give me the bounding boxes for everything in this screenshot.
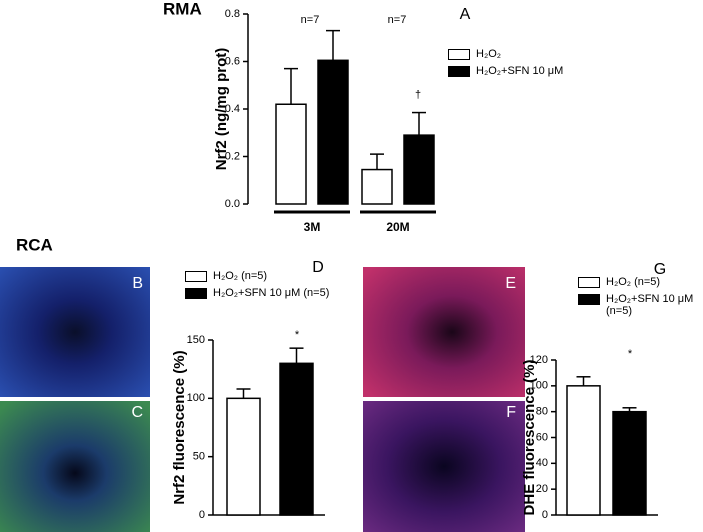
bar: [612, 410, 647, 516]
micrograph: [363, 401, 525, 532]
section-label: RCA: [16, 235, 53, 254]
legend-item: H₂O₂: [448, 48, 648, 60]
x-tick-label: 20M: [386, 220, 409, 234]
bar: [361, 168, 393, 205]
micrograph: [0, 267, 150, 397]
legend-item: H₂O₂ (n=5): [578, 276, 696, 288]
section-label: RMA: [163, 0, 202, 18]
y-tick-label: 100: [187, 392, 205, 404]
bar: [226, 397, 261, 516]
annotation: n=7: [301, 14, 320, 26]
y-tick-label: 0.0: [225, 198, 240, 210]
y-axis-label: Nrf2 fluorescence (%): [171, 350, 188, 504]
y-tick-label: 100: [530, 380, 548, 392]
legend-item: H₂O₂+SFN 10 μM: [448, 65, 648, 77]
legend-item: H₂O₂+SFN 10 μM (n=5): [578, 293, 696, 317]
legend-label: H₂O₂ (n=5): [213, 270, 268, 282]
legend-swatch: [448, 49, 470, 60]
y-tick-label: 0.8: [225, 8, 240, 20]
annotation: *: [628, 348, 633, 360]
legend-swatch: [185, 271, 207, 282]
panel-label: A: [460, 6, 471, 23]
y-axis-label: DHE fluorescence (%): [521, 360, 538, 516]
y-tick-label: 120: [530, 354, 548, 366]
panel-label: G: [654, 261, 666, 278]
legend-swatch: [578, 277, 600, 288]
annotation: n=7: [388, 14, 407, 26]
y-tick-label: 150: [187, 334, 205, 346]
y-tick-label: 0: [199, 509, 205, 521]
legend-swatch: [185, 288, 207, 299]
y-tick-label: 50: [193, 451, 205, 463]
legend: H₂O₂ (n=5) H₂O₂+SFN 10 μM (n=5): [185, 270, 385, 299]
panel-label: B: [132, 275, 143, 292]
y-tick-label: 0.6: [225, 55, 240, 67]
legend-swatch: [578, 294, 600, 305]
micrograph: [0, 401, 150, 532]
panel-label: D: [312, 259, 324, 276]
legend: H₂O₂ (n=5) H₂O₂+SFN 10 μM (n=5): [578, 276, 696, 317]
legend: H₂O₂ H₂O₂+SFN 10 μM: [448, 48, 648, 77]
bar: [279, 362, 314, 516]
y-tick-label: 0.2: [225, 150, 240, 162]
y-tick-label: 40: [536, 457, 548, 469]
legend-label: H₂O₂+SFN 10 μM: [476, 65, 564, 77]
panel-label: E: [505, 275, 516, 292]
bar: [275, 103, 307, 205]
bar: [317, 59, 349, 205]
legend-label: H₂O₂+SFN 10 μM (n=5): [606, 293, 694, 317]
y-tick-label: 0.4: [225, 103, 240, 115]
panel-label: F: [506, 404, 516, 421]
legend-item: H₂O₂+SFN 10 μM (n=5): [185, 287, 385, 299]
annotation: †: [415, 89, 421, 101]
y-tick-label: 20: [536, 483, 548, 495]
bar: [566, 385, 601, 516]
bar: [403, 134, 435, 205]
panel-label: C: [131, 404, 143, 421]
legend-item: H₂O₂ (n=5): [185, 270, 385, 282]
legend-label: H₂O₂ (n=5): [606, 276, 661, 288]
y-tick-label: 0: [542, 509, 548, 521]
legend-label: H₂O₂+SFN 10 μM (n=5): [213, 287, 330, 299]
annotation: *: [295, 329, 300, 341]
y-tick-label: 80: [536, 406, 548, 418]
legend-label: H₂O₂: [476, 48, 502, 60]
micrograph: [363, 267, 525, 397]
y-tick-label: 60: [536, 431, 548, 443]
y-axis-label: Nrf2 (ng/mg prot): [213, 48, 230, 170]
legend-swatch: [448, 66, 470, 77]
x-tick-label: 3M: [304, 220, 321, 234]
